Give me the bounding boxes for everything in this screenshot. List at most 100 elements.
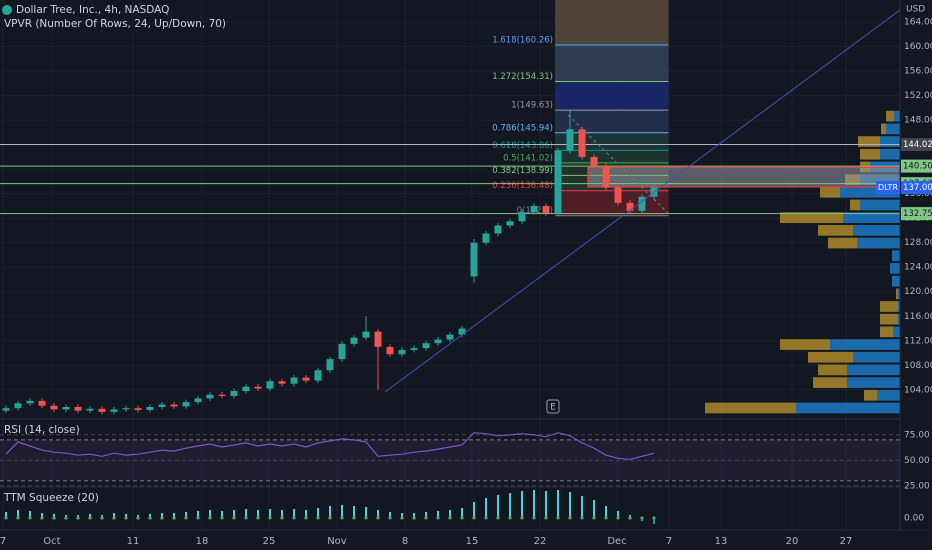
vpvr-title: VPVR (Number Of Rows, 24, Up/Down, 70) — [4, 18, 226, 30]
vp-down — [881, 123, 886, 135]
squeeze-dot — [640, 516, 644, 520]
squeeze-dot — [172, 516, 176, 520]
fib-label: 0.5(141.02) — [503, 153, 553, 163]
ttm-bar — [125, 514, 127, 518]
ttm-bar — [497, 495, 499, 518]
vp-down — [780, 212, 843, 224]
date-label: 11 — [127, 536, 140, 547]
candle-body — [458, 328, 466, 335]
squeeze-dot — [328, 516, 332, 520]
squeeze-dot — [352, 516, 356, 520]
squeeze-dot — [40, 516, 44, 520]
candle-body — [14, 403, 22, 409]
symbol-title: Dollar Tree, Inc., 4h, NASDAQ — [16, 4, 169, 16]
vp-down — [820, 186, 840, 198]
squeeze-dot — [592, 516, 596, 520]
earnings-icon[interactable]: E — [550, 403, 556, 413]
candle-body — [146, 406, 154, 411]
fib-band — [555, 110, 669, 133]
candle-body — [578, 129, 586, 157]
vp-up — [843, 212, 900, 224]
ttm-bar — [17, 510, 19, 518]
squeeze-dot — [532, 516, 536, 520]
symbol-tag-label: DLTR — [878, 183, 898, 192]
candle-body — [62, 406, 70, 410]
candle-body — [434, 339, 442, 344]
candle-body — [182, 402, 190, 407]
ttm-bar — [377, 510, 379, 518]
ttm-bar — [305, 510, 307, 518]
candle-body — [494, 225, 502, 234]
ttm-bar — [185, 512, 187, 518]
squeeze-dot — [544, 516, 548, 520]
squeeze-dot — [316, 516, 320, 520]
earnings-badge[interactable] — [546, 399, 560, 414]
date-label: Oct — [43, 536, 60, 547]
squeeze-dot — [568, 516, 572, 520]
date-label: Nov — [327, 536, 347, 547]
vp-down — [880, 313, 898, 325]
candle-body — [602, 166, 610, 188]
ttm-bar — [329, 506, 331, 518]
squeeze-dot — [88, 516, 92, 520]
vp-up — [892, 250, 900, 262]
candle-body — [302, 377, 310, 381]
candle-body — [614, 187, 622, 203]
squeeze-dot — [100, 516, 104, 520]
candle-body — [50, 405, 58, 410]
ttm-bar — [341, 505, 343, 518]
price-label: 120.00 — [904, 287, 932, 297]
squeeze-dot — [436, 516, 440, 520]
candle-body — [566, 129, 574, 151]
rsi-tick-label: 50.00 — [904, 456, 930, 466]
squeeze-dot — [4, 516, 8, 520]
squeeze-dot — [64, 516, 68, 520]
ttm-bar — [365, 507, 367, 518]
date-label: Dec — [607, 536, 626, 547]
candle-body — [194, 398, 202, 403]
price-tag — [901, 138, 932, 152]
vp-up — [898, 301, 900, 312]
vp-down — [808, 351, 853, 363]
fib-label: 0.618(143.06) — [492, 141, 553, 151]
symbol-logo — [2, 5, 12, 15]
candle-body — [86, 408, 94, 411]
ttm-bar — [221, 511, 223, 518]
vp-up — [877, 389, 900, 401]
squeeze-dot — [244, 516, 248, 520]
ttm-bar — [401, 513, 403, 518]
squeeze-dot — [112, 516, 116, 520]
ttm-bar — [173, 513, 175, 518]
date-label: 7 — [0, 536, 6, 547]
price-label: 124.00 — [904, 263, 932, 273]
ttm-bar — [533, 490, 535, 518]
price-label: 136.00 — [904, 189, 932, 199]
rsi-tick-label: 25.00 — [904, 481, 930, 491]
ttm-bar — [233, 510, 235, 518]
vp-down — [886, 110, 894, 122]
date-label: 27 — [840, 536, 853, 547]
ttm-bar — [161, 513, 163, 518]
squeeze-dot — [148, 516, 152, 520]
squeeze-dot — [232, 516, 236, 520]
ttm-bar — [617, 511, 619, 518]
fib-band — [555, 81, 669, 111]
vp-down — [818, 225, 853, 236]
ttm-bar — [425, 512, 427, 518]
rsi-tick-label: 75.00 — [904, 430, 930, 440]
ttm-bar — [485, 498, 487, 518]
ttm-bar — [461, 508, 463, 518]
candle-body — [266, 381, 274, 389]
price-tag — [901, 181, 932, 195]
date-label: 22 — [534, 536, 547, 547]
rsi-title: RSI (14, close) — [4, 424, 80, 436]
vp-up — [830, 339, 900, 350]
ttm-bar — [353, 506, 355, 518]
candle-body — [314, 370, 322, 381]
candle-body — [158, 404, 166, 407]
squeeze-dot — [376, 516, 380, 520]
ttm-bar — [209, 510, 211, 518]
date-label: 8 — [402, 536, 408, 547]
ttm-tick-label: 0.00 — [904, 514, 924, 524]
